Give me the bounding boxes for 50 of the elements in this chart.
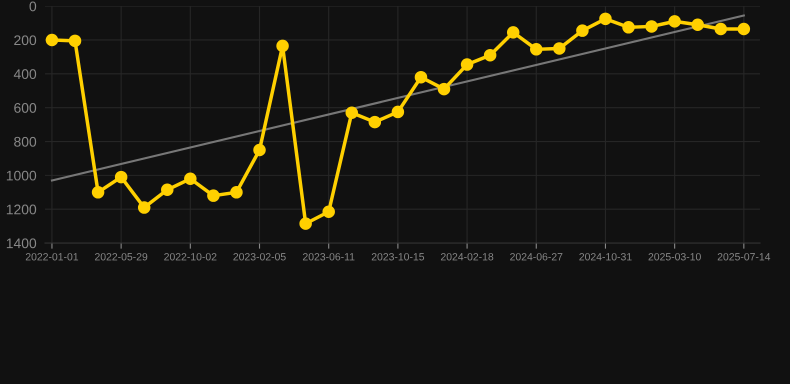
x-tick-label: 2025-07-14 — [718, 253, 770, 260]
point — [138, 201, 150, 214]
x-tick-label: 2024-06-27 — [510, 253, 562, 260]
x-tick-label: 2022-01-01 — [26, 253, 78, 260]
point — [668, 15, 681, 28]
point — [506, 26, 520, 39]
point — [691, 18, 704, 32]
point — [114, 170, 128, 184]
point — [714, 22, 728, 36]
y-tick-label: 1200 — [6, 204, 36, 214]
y-tick-label: 800 — [14, 136, 36, 147]
point — [460, 58, 474, 71]
x-tick-label: 2022-05-29 — [95, 253, 148, 260]
point — [368, 116, 382, 128]
y-tick-label: 1000 — [6, 170, 36, 181]
point — [253, 144, 266, 156]
point — [530, 43, 543, 56]
point — [92, 186, 104, 199]
x-tick-label: 2023-10-15 — [372, 253, 424, 260]
point — [68, 34, 82, 48]
point — [299, 217, 312, 230]
point — [322, 206, 335, 218]
point — [184, 172, 197, 186]
point — [46, 34, 58, 46]
point — [738, 22, 750, 36]
x-tick-label: 2024-10-31 — [579, 253, 632, 260]
point — [599, 12, 612, 26]
y-tick-label: 1400 — [6, 238, 36, 248]
y-tick-label: 600 — [14, 103, 36, 113]
point — [207, 189, 220, 202]
point — [161, 184, 174, 196]
x-tick-label: 2025-03-10 — [648, 253, 701, 260]
point — [392, 106, 404, 118]
point — [576, 24, 589, 37]
point — [414, 70, 428, 84]
point — [622, 21, 635, 34]
point — [438, 82, 450, 96]
point — [484, 48, 496, 62]
point — [346, 106, 358, 120]
x-tick-label: 2024-02-18 — [440, 253, 494, 260]
point — [276, 40, 289, 52]
x-tick-label: 2022-10-02 — [164, 253, 216, 260]
point — [230, 186, 243, 199]
x-tick-label: 2023-02-05 — [233, 253, 286, 260]
y-tick-label: 400 — [14, 69, 36, 80]
point — [553, 42, 566, 55]
x-tick-label: 2023-06-11 — [302, 253, 354, 260]
y-tick-label: 200 — [14, 35, 36, 46]
y-tick-label: 0 — [30, 1, 36, 12]
point — [645, 20, 658, 33]
